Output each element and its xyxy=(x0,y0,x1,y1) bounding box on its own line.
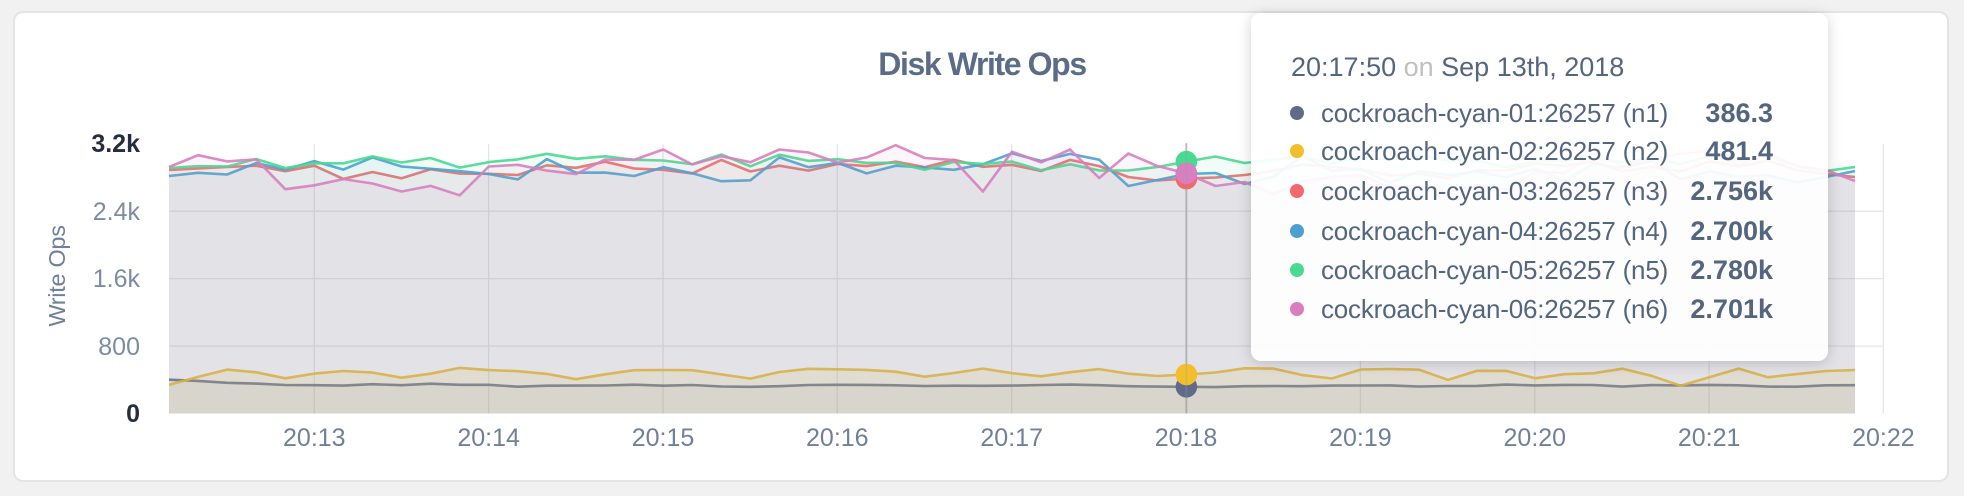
svg-text:20:14: 20:14 xyxy=(457,424,520,452)
svg-text:1.6k: 1.6k xyxy=(93,265,141,293)
svg-text:20:19: 20:19 xyxy=(1329,424,1392,452)
svg-text:20:18: 20:18 xyxy=(1155,424,1218,452)
svg-text:20:16: 20:16 xyxy=(806,424,869,452)
svg-text:20:17: 20:17 xyxy=(980,424,1043,452)
svg-text:800: 800 xyxy=(98,333,140,361)
svg-text:20:20: 20:20 xyxy=(1504,424,1567,452)
svg-text:2.4k: 2.4k xyxy=(93,198,141,226)
svg-text:20:15: 20:15 xyxy=(632,424,695,452)
svg-text:0: 0 xyxy=(126,400,140,428)
svg-text:20:21: 20:21 xyxy=(1678,424,1741,452)
svg-text:Write Ops: Write Ops xyxy=(44,225,70,326)
svg-text:3.2k: 3.2k xyxy=(91,130,140,158)
svg-text:20:22: 20:22 xyxy=(1852,424,1915,452)
svg-text:20:13: 20:13 xyxy=(283,424,346,452)
